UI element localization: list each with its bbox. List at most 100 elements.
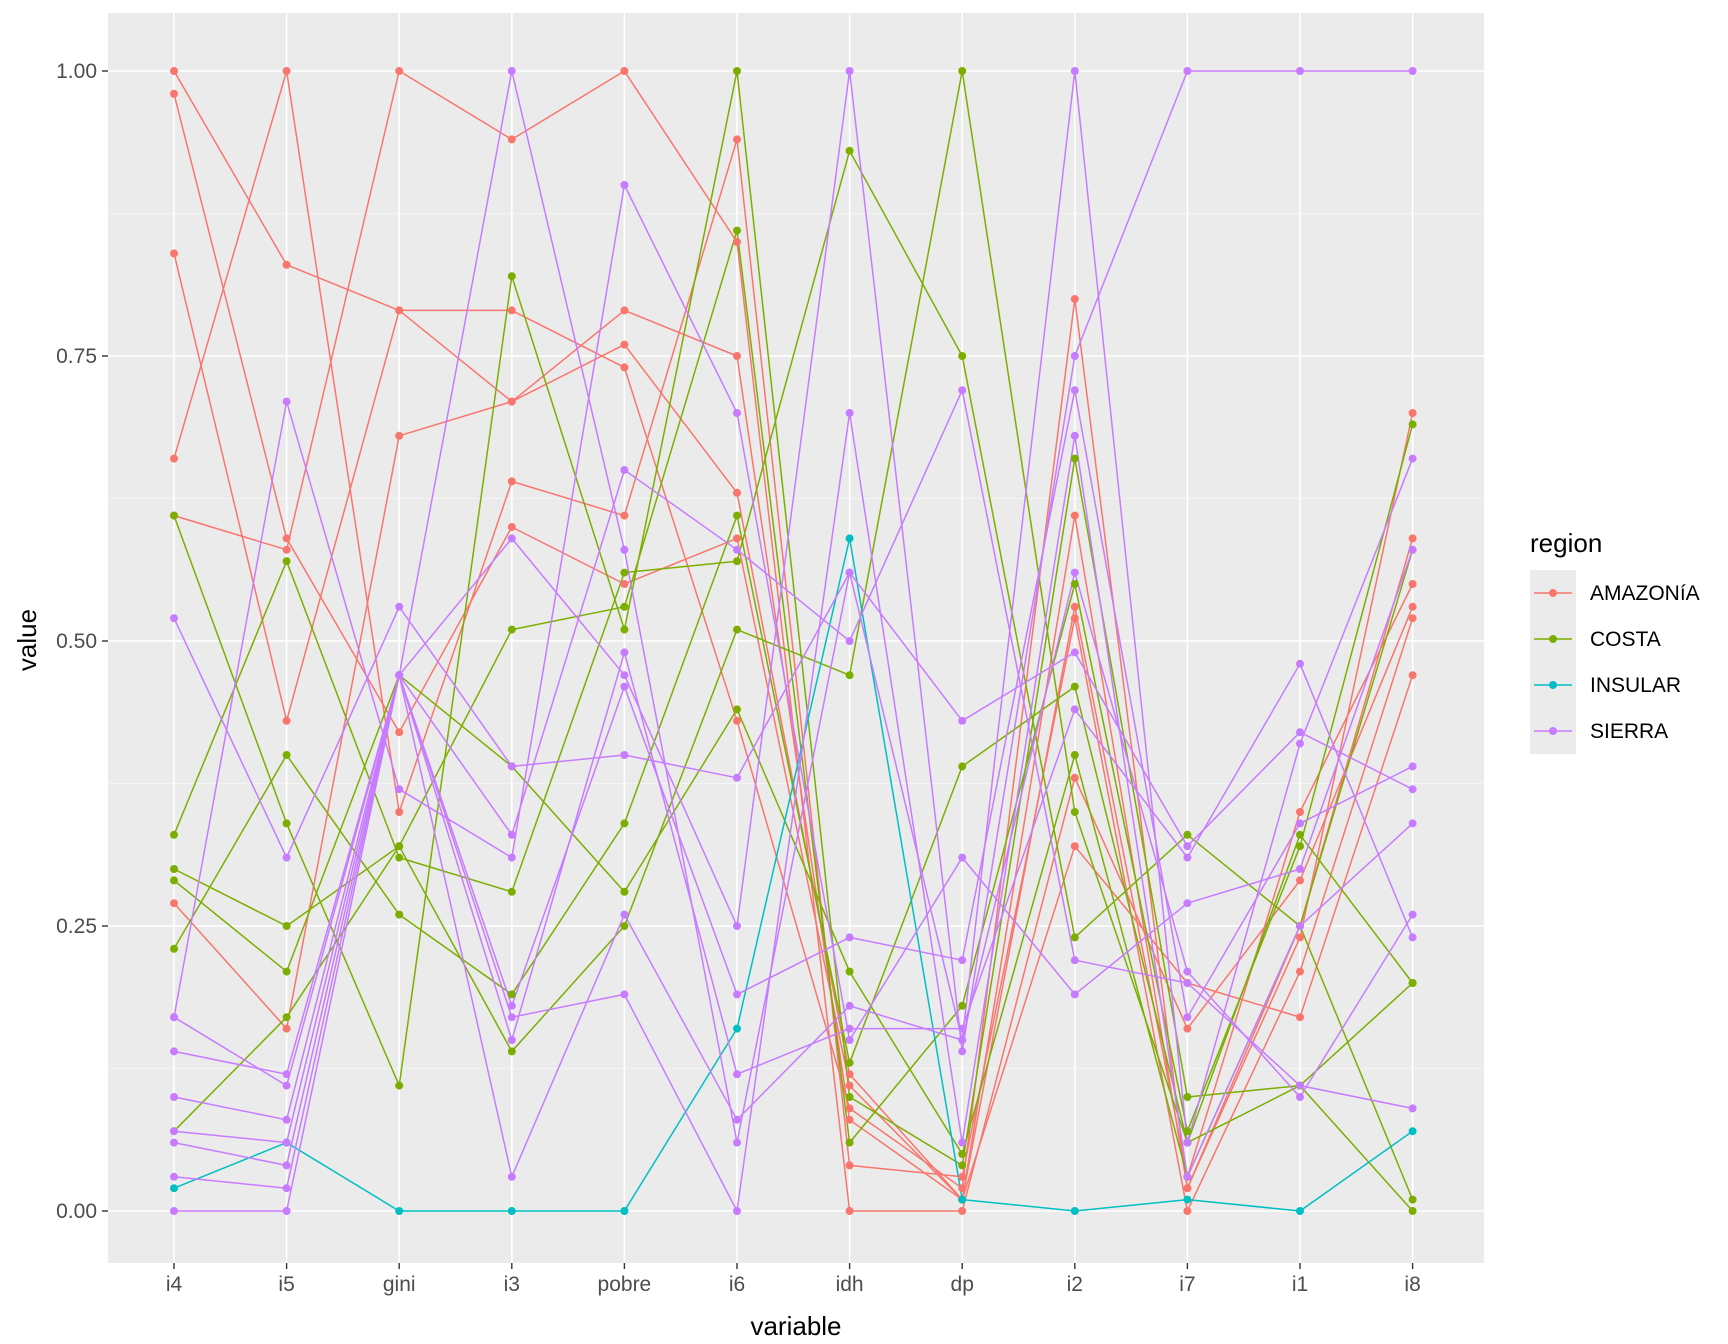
data-point	[1183, 1172, 1192, 1181]
data-point	[282, 1184, 291, 1193]
legend-keys: AMAZONíA COSTA INSULAR SIERRA	[1530, 570, 1700, 754]
data-point	[1296, 1207, 1304, 1215]
data-point	[170, 865, 178, 873]
series-line	[173, 70, 1413, 1075]
data-point	[1070, 705, 1079, 714]
data-point	[733, 67, 741, 75]
data-point	[733, 409, 741, 417]
y-tick-label: 0.50	[56, 630, 97, 653]
legend-label: INSULAR	[1590, 674, 1681, 697]
data-point	[620, 625, 629, 634]
data-point	[620, 1207, 629, 1215]
data-point	[1408, 409, 1417, 417]
data-point	[620, 751, 629, 759]
data-point	[620, 545, 629, 554]
data-point	[1183, 1184, 1192, 1193]
data-point	[1408, 979, 1417, 987]
data-point	[733, 625, 741, 634]
data-point	[507, 762, 516, 771]
data-point	[1070, 956, 1079, 965]
data-point	[958, 1001, 967, 1010]
data-point	[1183, 830, 1192, 839]
data-point	[733, 488, 741, 497]
data-point	[845, 1093, 854, 1101]
data-point	[845, 1036, 854, 1044]
data-point	[1183, 842, 1192, 851]
data-point	[1296, 1081, 1304, 1090]
data-point	[395, 306, 404, 315]
data-point	[507, 887, 516, 896]
data-point	[1070, 933, 1079, 942]
data-point	[845, 637, 854, 645]
legend-label: COSTA	[1590, 628, 1661, 651]
data-point	[170, 1047, 178, 1056]
series-line	[173, 70, 1414, 1144]
data-point	[507, 272, 516, 281]
data-point	[845, 1001, 854, 1010]
series-line	[173, 571, 1414, 1189]
y-tick-label: 1.00	[56, 60, 97, 83]
legend-key-point	[1549, 727, 1557, 735]
series-line	[173, 184, 1414, 1041]
x-tick-label: gini	[383, 1273, 416, 1296]
data-point	[958, 67, 967, 75]
data-point	[1408, 819, 1417, 828]
data-point	[958, 716, 967, 725]
legend-key-point	[1549, 681, 1557, 689]
data-point	[1408, 67, 1417, 75]
data-point	[1296, 842, 1304, 851]
data-point	[1070, 454, 1079, 463]
x-tick-label: pobre	[598, 1273, 652, 1296]
x-axis: i4 i5 gini i3 pobre i6 idh dp i2 i7 i1 i8	[166, 1263, 1421, 1296]
data-point	[1070, 568, 1079, 577]
data-point	[170, 249, 178, 258]
data-point	[282, 397, 291, 406]
data-point	[1408, 580, 1417, 588]
data-point	[507, 306, 516, 315]
data-point	[170, 454, 178, 463]
x-tick-label: i5	[278, 1273, 294, 1296]
data-point	[282, 716, 291, 725]
data-point	[845, 671, 854, 680]
data-point	[1183, 1138, 1192, 1147]
data-point	[958, 853, 967, 862]
data-point	[395, 671, 404, 680]
data-point	[507, 477, 516, 486]
data-point	[1183, 67, 1192, 75]
x-tick-label: i7	[1179, 1273, 1195, 1296]
data-point	[282, 1115, 291, 1124]
series-line	[173, 537, 1414, 1212]
data-point	[733, 238, 741, 246]
y-axis-title: value	[12, 609, 42, 671]
data-point	[507, 625, 516, 634]
x-tick-label: i1	[1292, 1273, 1308, 1296]
data-point	[282, 1024, 291, 1033]
data-point	[507, 1207, 516, 1215]
data-point	[620, 511, 629, 520]
series-line	[173, 571, 1413, 859]
data-point	[1408, 454, 1417, 463]
data-point	[170, 511, 178, 520]
data-point	[1408, 1127, 1417, 1136]
data-point	[733, 534, 741, 543]
legend-key-point	[1549, 635, 1557, 643]
series-line	[173, 389, 1413, 1144]
legend-key-point	[1549, 589, 1557, 597]
y-tick-label: 0.25	[56, 915, 97, 938]
data-point	[958, 352, 967, 360]
data-point	[282, 545, 291, 554]
data-point	[507, 397, 516, 406]
data-point	[1296, 876, 1304, 885]
data-point	[1183, 899, 1192, 908]
data-point	[507, 1001, 516, 1010]
data-point	[1408, 785, 1417, 794]
data-point	[507, 1047, 516, 1056]
data-point	[845, 1024, 854, 1033]
data-point	[1183, 1024, 1192, 1033]
legend-label: AMAZONíA	[1590, 582, 1700, 605]
x-tick-label: dp	[951, 1273, 974, 1296]
data-point	[1296, 922, 1304, 930]
data-point	[1408, 420, 1417, 429]
data-point	[620, 340, 629, 349]
series-line	[173, 70, 1414, 1144]
